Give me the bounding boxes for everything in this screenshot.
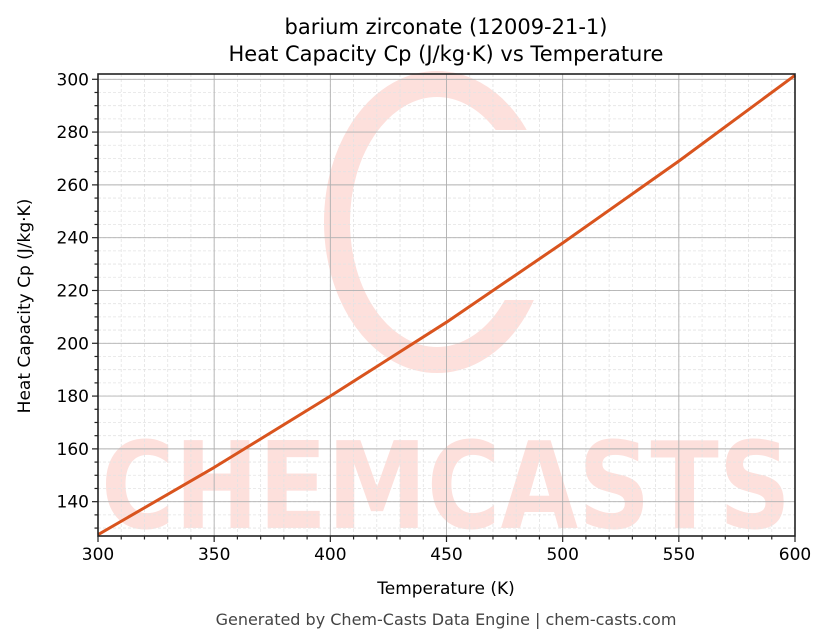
y-tick-labels: 140 160 180 200 220 240 260 280 300 xyxy=(57,70,89,512)
svg-text:600: 600 xyxy=(779,545,811,565)
svg-text:300: 300 xyxy=(82,545,114,565)
svg-text:140: 140 xyxy=(57,493,89,513)
svg-text:550: 550 xyxy=(663,545,695,565)
x-tick-labels: 300 350 400 450 500 550 600 xyxy=(82,545,811,565)
svg-text:500: 500 xyxy=(546,545,578,565)
svg-text:200: 200 xyxy=(57,334,89,354)
chart-title-line2: Heat Capacity Cp (J/kg·K) vs Temperature xyxy=(229,42,664,66)
svg-text:240: 240 xyxy=(57,229,89,249)
svg-text:CHEMCASTS: CHEMCASTS xyxy=(101,418,791,557)
chart-title-line1: barium zirconate (12009-21-1) xyxy=(285,15,608,39)
y-axis-label: Heat Capacity Cp (J/kg·K) xyxy=(15,199,35,414)
svg-text:280: 280 xyxy=(57,123,89,143)
footer-credit: Generated by Chem-Casts Data Engine | ch… xyxy=(216,610,677,629)
svg-text:160: 160 xyxy=(57,440,89,460)
x-axis-label: Temperature (K) xyxy=(376,579,515,599)
svg-text:260: 260 xyxy=(57,176,89,196)
svg-text:180: 180 xyxy=(57,387,89,407)
svg-text:220: 220 xyxy=(57,281,89,301)
svg-text:350: 350 xyxy=(198,545,230,565)
cp-line xyxy=(97,74,796,536)
watermark: CHEMCASTS xyxy=(101,71,791,557)
svg-text:450: 450 xyxy=(430,545,462,565)
axis-ticks xyxy=(92,78,796,542)
svg-text:400: 400 xyxy=(314,545,346,565)
svg-text:300: 300 xyxy=(57,70,89,90)
